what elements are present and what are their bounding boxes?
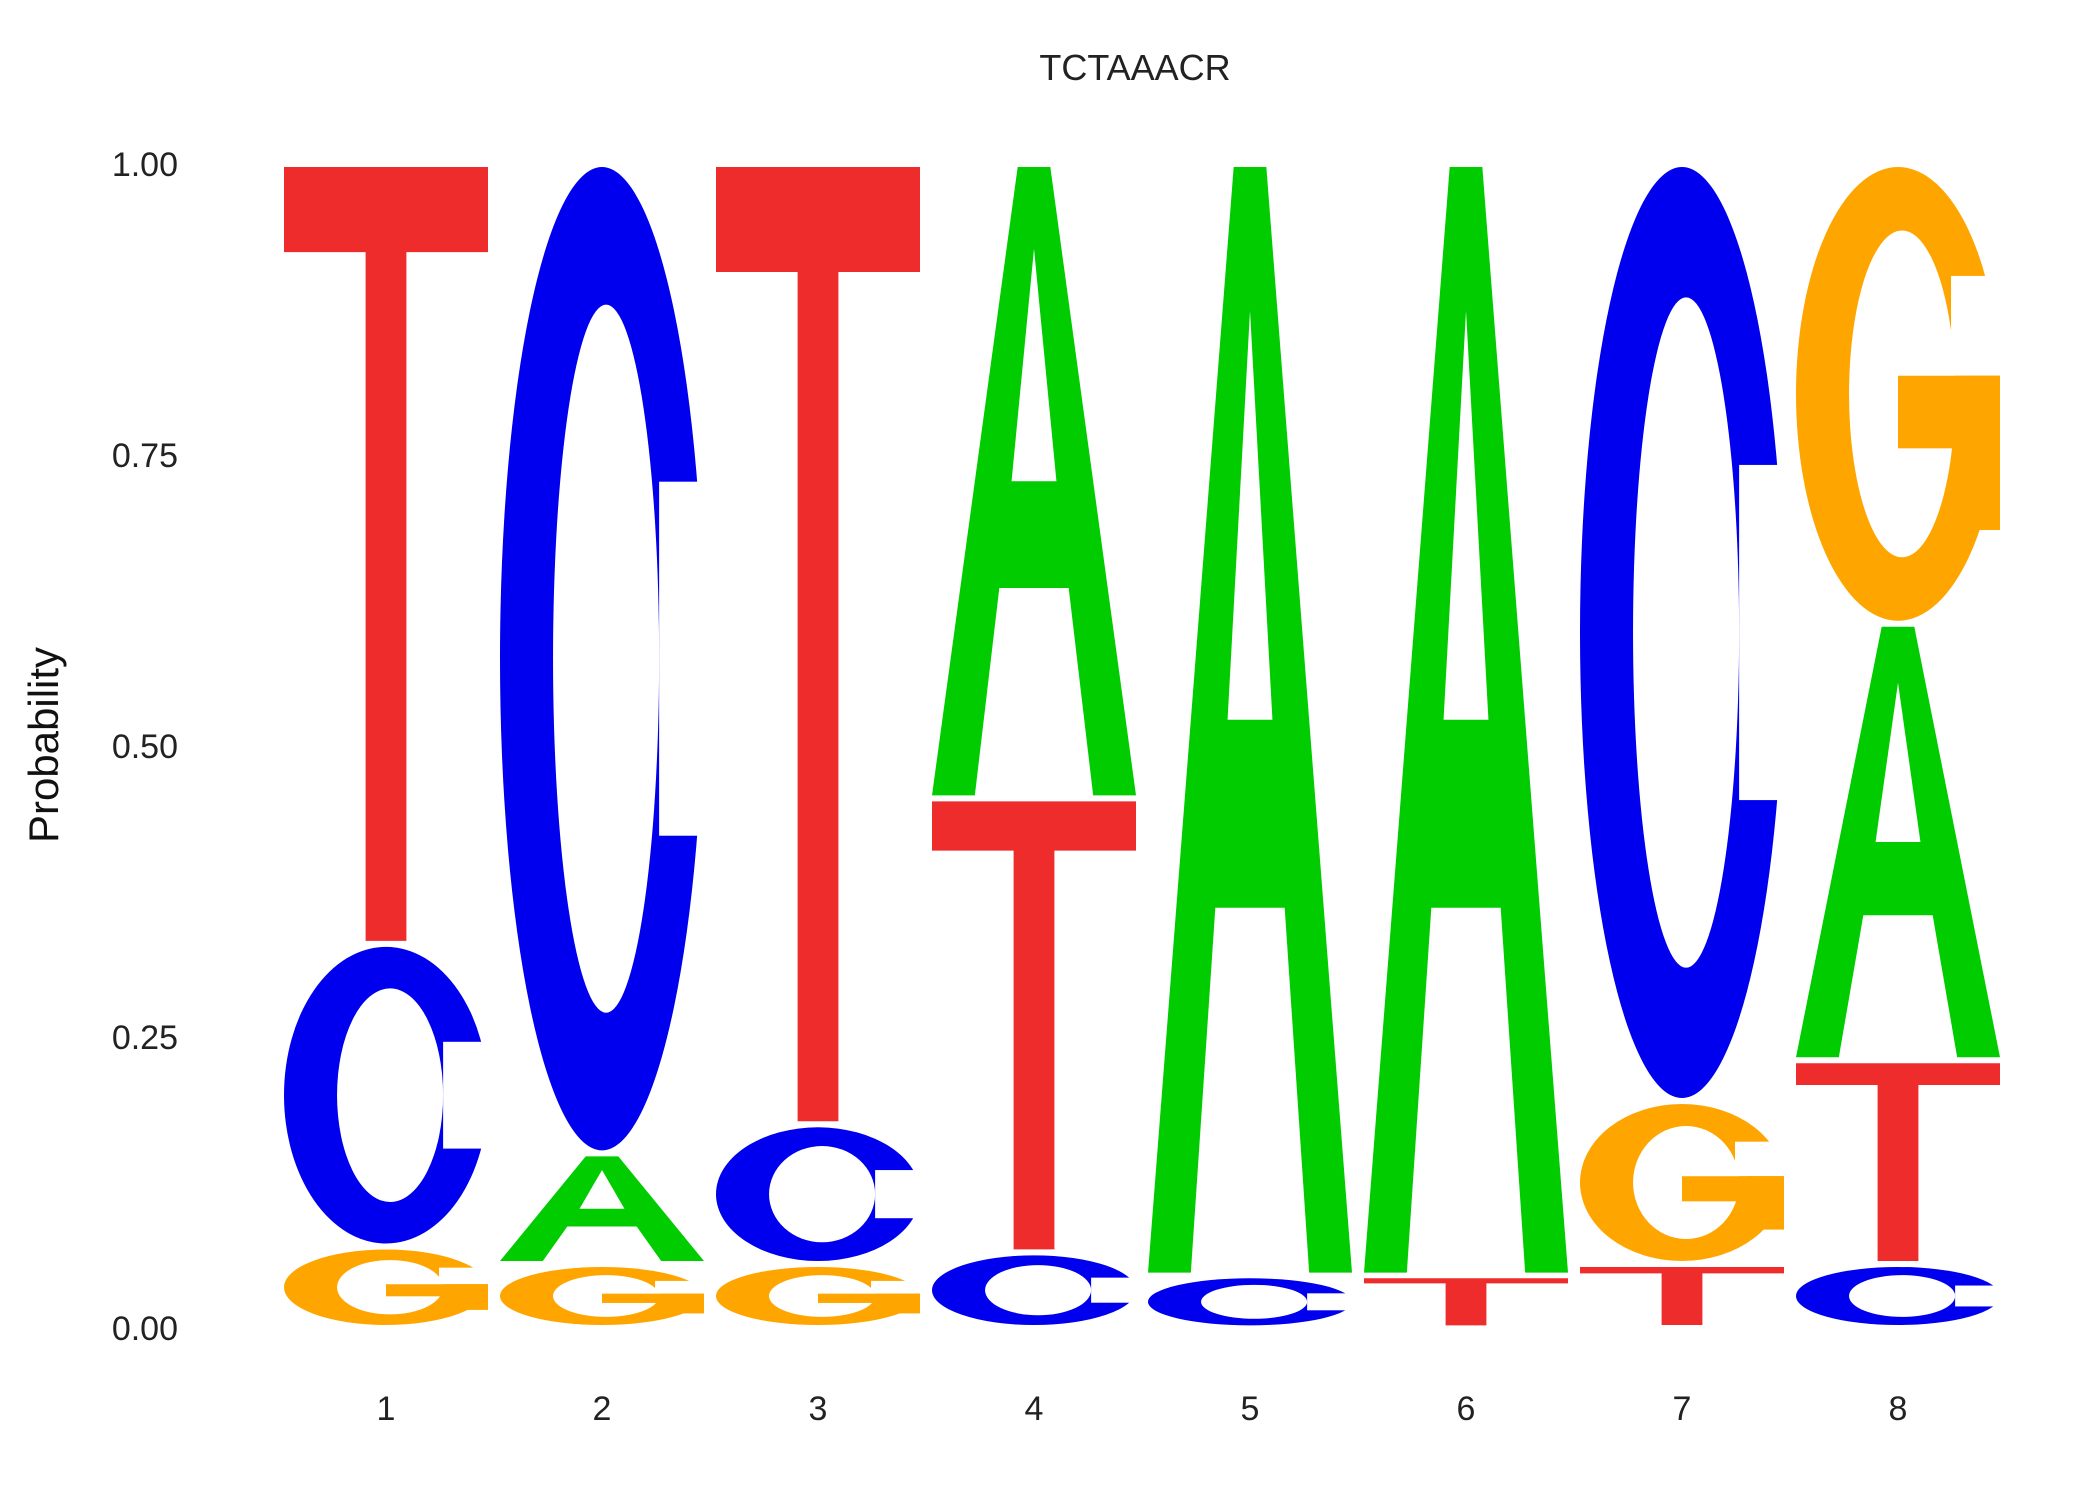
letter-g [1796,167,2005,621]
letter-a [1148,167,1352,1273]
y-tick-label: 0.75 [112,437,178,475]
x-tick-label: 8 [1889,1390,1908,1428]
letter-c [716,1127,925,1261]
letter-a [500,1156,704,1261]
letter-t [932,801,1136,1250]
stack-position-2 [500,167,709,1325]
stack-position-1 [284,167,493,1325]
x-tick-label: 3 [809,1390,828,1428]
letter-t [1796,1063,2000,1261]
letter-a [1796,626,2000,1058]
y-axis-title: Probability [20,647,67,843]
stack-position-3 [716,167,925,1325]
stack-position-6 [1364,167,1568,1326]
x-tick-label: 4 [1025,1390,1044,1428]
y-tick-label: 0.50 [112,728,178,766]
letter-c [1796,1266,2005,1325]
chart-title: TCTAAACR [1039,47,1230,88]
stack-position-5 [1148,167,1357,1326]
letter-c [1580,167,1789,1099]
letter-g [1580,1104,1789,1261]
letter-t [284,167,488,941]
letter-t [1364,1278,1568,1326]
x-tick-label: 1 [377,1390,396,1428]
letter-g [284,1249,493,1325]
y-tick-label: 1.00 [112,146,178,184]
letter-g [716,1266,925,1325]
logo-stacks [284,167,2005,1326]
letter-a [1364,167,1568,1273]
letter-c [1148,1278,1357,1326]
letter-a [932,167,1136,796]
x-tick-label: 6 [1457,1390,1476,1428]
stack-position-4 [932,167,1141,1325]
x-tick-label: 2 [593,1390,612,1428]
letter-t [1580,1266,1784,1325]
x-tick-label: 7 [1673,1390,1692,1428]
stack-position-8 [1796,167,2005,1325]
y-tick-label: 0.00 [112,1310,178,1348]
y-axis-ticks: 0.00 0.25 0.50 0.75 1.00 [112,146,178,1348]
letter-c [500,167,709,1151]
letter-c [284,946,493,1244]
y-tick-label: 0.25 [112,1019,178,1057]
letter-t [716,167,920,1122]
letter-g [500,1266,709,1325]
x-axis-ticks: 1 2 3 4 5 6 7 8 [377,1390,1908,1428]
letter-c [932,1255,1141,1325]
stack-position-7 [1580,167,1789,1325]
x-tick-label: 5 [1241,1390,1260,1428]
